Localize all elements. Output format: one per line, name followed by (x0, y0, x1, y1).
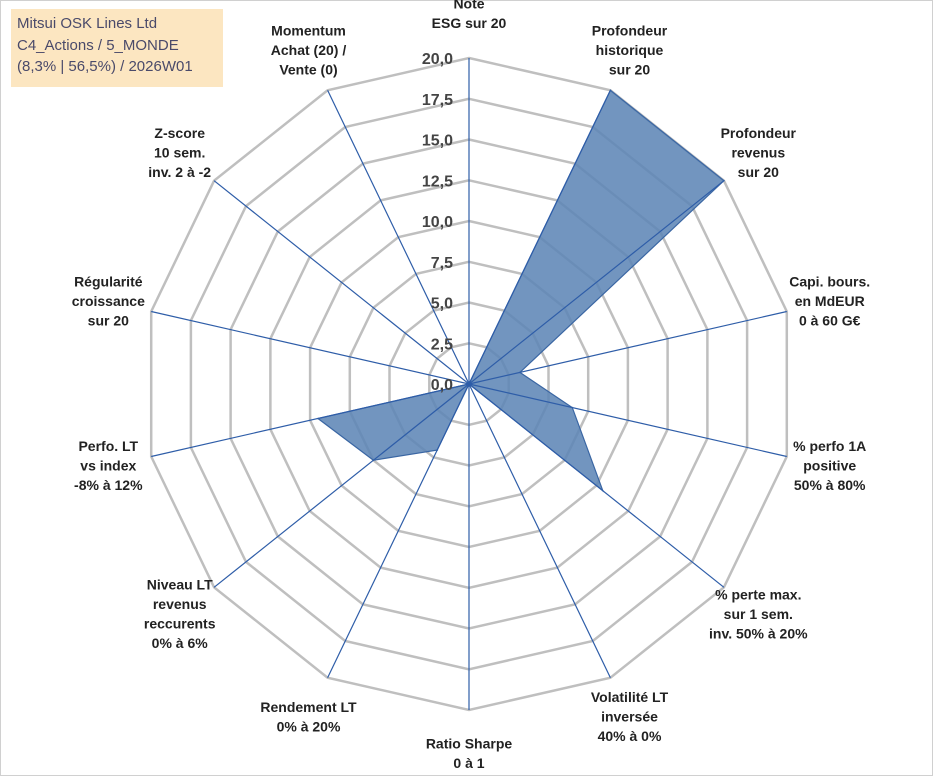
spoke (151, 310, 470, 385)
category-label-line: sur 20 (609, 61, 650, 77)
category-label-line: ESG sur 20 (432, 15, 507, 31)
category-label: Note ESG sur 20 (432, 0, 507, 31)
category-label-line: vs index (80, 458, 136, 474)
category-label-line: Vente (0) (279, 61, 337, 77)
category-label-line: Ratio Sharpe (426, 736, 513, 752)
tick-label: 2,5 (431, 336, 453, 353)
category-label-line: Rendement LT (260, 699, 357, 715)
category-label: Momentum Achat (20) / Vente (0) (271, 22, 347, 77)
tick-label: 0,0 (431, 377, 453, 394)
category-label-line: Z-score (154, 125, 205, 141)
category-label-line: sur 20 (738, 164, 779, 180)
category-label-line: inversée (601, 709, 658, 725)
category-label-line: sur 20 (88, 312, 129, 328)
category-label-line: Volatilité LT (591, 689, 669, 705)
tick-label: 15,0 (422, 133, 453, 150)
spoke (213, 180, 470, 385)
category-label: Profondeur revenus sur 20 (721, 125, 797, 180)
category-label-line: 50% à 80% (794, 477, 866, 493)
category-label: Z-score 10 sem. inv. 2 à -2 (148, 125, 211, 180)
category-labels: Note ESG sur 20 Profondeur historique sur 20… (72, 0, 870, 771)
category-label-line: inv. 50% à 20% (709, 625, 808, 641)
title-box: Mitsui OSK Lines Ltd C4_Actions / 5_MOND… (11, 9, 223, 87)
category-label-line: Profondeur (592, 22, 668, 38)
category-label-line: reccurents (144, 616, 216, 632)
title-line-2: C4_Actions / 5_MONDE (17, 36, 179, 54)
category-label: Profondeur historique sur 20 (592, 22, 668, 77)
category-label-line: en MdEUR (795, 293, 865, 309)
spoke (468, 90, 611, 385)
category-label-line: Note (453, 0, 484, 12)
category-label-line: Achat (20) / (271, 42, 347, 58)
category-label-line: historique (596, 42, 664, 58)
title-line-3: (8,3% | 56,5%) / 2026W01 (17, 58, 193, 75)
tick-label: 12,5 (422, 173, 453, 190)
category-label-line: 0% à 6% (152, 635, 209, 651)
spoke (151, 383, 470, 458)
data-layer (316, 89, 725, 493)
category-label-line: Profondeur (721, 125, 797, 141)
category-label-line: revenus (153, 596, 207, 612)
spoke (468, 310, 787, 385)
category-label: Capi. bours. en MdEUR 0 à 60 G€ (789, 273, 870, 328)
category-label: Régularité croissance sur 20 (72, 273, 145, 328)
spoke (468, 180, 725, 385)
category-label: Perfo. LT vs index -8% à 12% (74, 438, 143, 493)
spoke (327, 383, 470, 678)
category-label-line: positive (803, 458, 856, 474)
category-label-line: Momentum (271, 22, 346, 38)
category-label: Volatilité LT inversée 40% à 0% (591, 689, 669, 744)
spoke (468, 383, 725, 588)
category-label-line: 40% à 0% (598, 728, 662, 744)
category-label-line: 10 sem. (154, 145, 205, 161)
category-label-line: % perfo 1A (793, 438, 866, 454)
tick-labels: 0,0 2,5 5,0 7,5 10,0 12,5 15,0 17,5 20,0 (422, 51, 453, 394)
category-label: Ratio Sharpe 0 à 1 (426, 736, 513, 772)
category-label-line: % perte max. (715, 586, 801, 602)
category-label: % perte max. sur 1 sem. inv. 50% à 20% (709, 586, 808, 641)
title-line-1: Mitsui OSK Lines Ltd (17, 15, 158, 32)
tick-label: 10,0 (422, 214, 453, 231)
spoke (327, 90, 470, 385)
category-label: Niveau LT revenus reccurents 0% à 6% (144, 577, 216, 652)
category-label-line: Capi. bours. (789, 273, 870, 289)
category-label-line: Niveau LT (147, 577, 213, 593)
tick-label: 5,0 (431, 296, 453, 313)
category-label-line: 0% à 20% (277, 718, 341, 734)
tick-label: 7,5 (431, 255, 453, 272)
category-label: % perfo 1A positive 50% à 80% (793, 438, 866, 493)
category-label-line: croissance (72, 293, 145, 309)
category-label-line: 0 à 60 G€ (799, 312, 861, 328)
tick-label: 20,0 (422, 51, 453, 68)
category-label-line: -8% à 12% (74, 477, 143, 493)
category-label-line: revenus (731, 145, 785, 161)
category-label: Rendement LT 0% à 20% (260, 699, 357, 735)
category-label-line: Perfo. LT (78, 438, 138, 454)
tick-label: 17,5 (422, 92, 453, 109)
category-label-line: inv. 2 à -2 (148, 164, 211, 180)
spokes (151, 58, 787, 710)
category-label-line: 0 à 1 (453, 755, 484, 771)
category-label-line: Régularité (74, 273, 143, 289)
spoke (213, 383, 470, 588)
spoke (468, 383, 611, 678)
spoke (468, 383, 787, 458)
category-label-line: sur 1 sem. (724, 606, 793, 622)
